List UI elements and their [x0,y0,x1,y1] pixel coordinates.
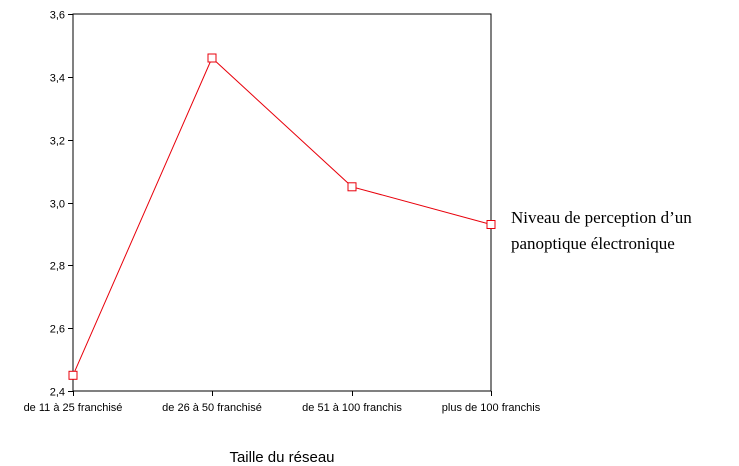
x-tick-label: de 26 à 50 franchisé [162,402,262,414]
data-point-marker [347,182,357,192]
y-tick-label: 3,2 [50,136,65,148]
plot-frame [72,13,492,392]
legend-line-1: Niveau de perception d’un [511,208,692,227]
x-tick-label: de 11 à 25 franchisé [24,402,123,414]
x-tick-label: plus de 100 franchis [442,402,541,414]
x-axis-label: Taille du réseau [229,449,334,466]
y-tick-label: 2,8 [50,261,65,273]
data-point-marker [486,220,496,229]
y-tick-label: 3,6 [50,10,65,22]
data-point-marker [207,53,217,63]
y-tick-label: 2,6 [50,324,65,336]
legend-line-2: panoptique électronique [511,234,675,253]
series-group [68,53,496,380]
y-tick-label: 3,4 [50,73,65,85]
x-tick-label: de 51 à 100 franchis [302,402,402,414]
x-axis: de 11 à 25 franchisé de 26 à 50 franchisé… [24,391,541,414]
data-point-marker [68,370,78,380]
series-line [72,57,492,376]
y-tick-label: 3,0 [50,199,65,211]
y-tick-label: 2,4 [50,387,65,399]
y-axis: 2,4 2,6 2,8 3,0 3,2 3,4 3,6 [50,10,73,399]
